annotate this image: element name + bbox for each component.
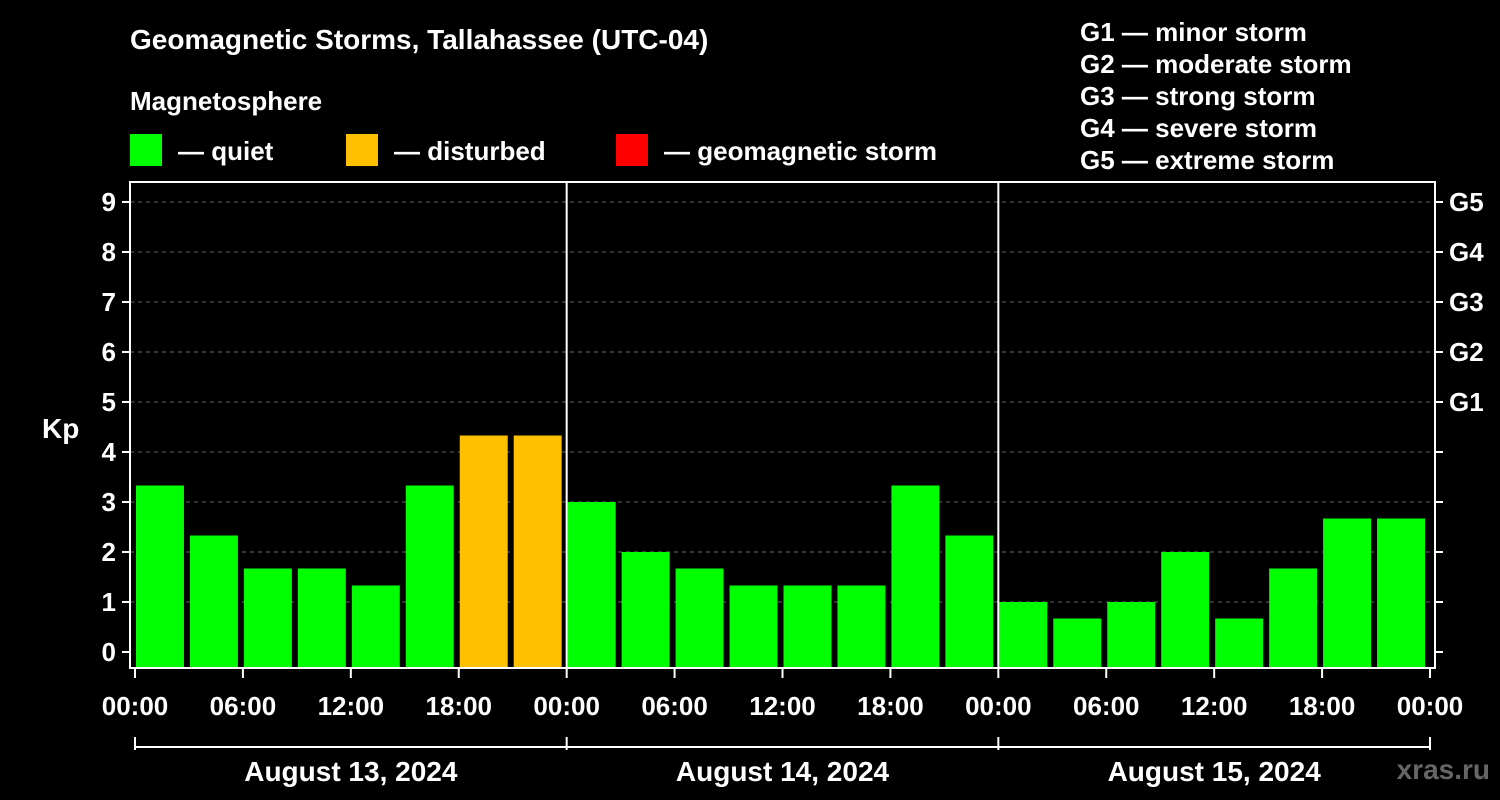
right-axis-label: G4	[1449, 237, 1484, 267]
x-tick-label: 18:00	[857, 691, 924, 721]
x-tick-label: 00:00	[1397, 691, 1464, 721]
kp-bar	[999, 602, 1048, 668]
y-tick-label: 1	[102, 587, 116, 617]
kp-bar	[405, 485, 454, 668]
kp-bar	[136, 485, 184, 668]
kp-bar	[567, 502, 616, 668]
y-tick-label: 4	[102, 437, 117, 467]
y-tick-label: 6	[102, 337, 116, 367]
day-label: August 14, 2024	[676, 756, 890, 787]
x-tick-label: 00:00	[102, 691, 169, 721]
day-label: August 13, 2024	[244, 756, 458, 787]
kp-bar	[837, 585, 886, 668]
legend-storm-label: — geomagnetic storm	[664, 136, 938, 166]
storm-scale-g2: G2 — moderate storm	[1080, 49, 1352, 79]
y-tick-label: 7	[102, 287, 116, 317]
x-tick-label: 00:00	[965, 691, 1032, 721]
storm-scale-g5: G5 — extreme storm	[1080, 145, 1335, 175]
kp-bar	[1107, 602, 1156, 668]
kp-bar	[243, 568, 292, 668]
y-axis-label: Kp	[42, 413, 79, 444]
watermark: xras.ru	[1396, 754, 1490, 785]
x-tick-label: 06:00	[641, 691, 708, 721]
kp-bar	[1269, 568, 1318, 668]
right-axis-label: G2	[1449, 337, 1484, 367]
kp-bar	[1053, 618, 1102, 668]
kp-bar	[351, 585, 400, 668]
right-axis-label: G5	[1449, 187, 1484, 217]
x-tick-label: 00:00	[533, 691, 600, 721]
storm-scale-legend: G1 — minor storm G2 — moderate storm G3 …	[1080, 16, 1352, 176]
kp-bar	[729, 585, 778, 668]
kp-bar	[1323, 518, 1372, 668]
y-tick-label: 2	[102, 537, 116, 567]
kp-bar	[783, 585, 832, 668]
storm-scale-g1: G1 — minor storm	[1080, 17, 1307, 47]
kp-bar	[891, 485, 940, 668]
x-tick-label: 18:00	[426, 691, 493, 721]
kp-bar	[189, 535, 238, 668]
x-tick-label: 18:00	[1289, 691, 1356, 721]
right-axis-label: G1	[1449, 387, 1484, 417]
y-tick-label: 9	[102, 187, 116, 217]
kp-bar	[1161, 552, 1210, 668]
chart-title: Geomagnetic Storms, Tallahassee (UTC-04)	[130, 24, 709, 55]
kp-bar	[621, 552, 670, 668]
kp-bar	[675, 568, 724, 668]
storm-scale-g4: G4 — severe storm	[1080, 113, 1318, 143]
kp-bar	[1377, 518, 1425, 668]
day-label: August 15, 2024	[1108, 756, 1322, 787]
y-tick-label: 8	[102, 237, 116, 267]
x-tick-label: 12:00	[318, 691, 385, 721]
y-tick-label: 0	[102, 637, 116, 667]
storm-scale-g3: G3 — strong storm	[1080, 81, 1316, 111]
kp-bar	[1215, 618, 1264, 668]
kp-bar	[459, 435, 508, 668]
chart-subtitle: Magnetosphere	[130, 86, 323, 116]
legend-quiet-swatch	[130, 134, 162, 166]
legend-storm-swatch	[616, 134, 648, 166]
x-tick-label: 12:00	[749, 691, 816, 721]
x-tick-label: 12:00	[1181, 691, 1248, 721]
y-tick-label: 5	[102, 387, 116, 417]
right-axis-label: G3	[1449, 287, 1484, 317]
legend-disturbed-label: — disturbed	[394, 136, 546, 166]
kp-bar	[297, 568, 346, 668]
legend-disturbed-swatch	[346, 134, 378, 166]
kp-bar	[945, 535, 994, 668]
y-tick-label: 3	[102, 487, 116, 517]
kp-bar	[513, 435, 562, 668]
x-tick-label: 06:00	[210, 691, 277, 721]
legend-quiet-label: — quiet	[178, 136, 274, 166]
x-tick-label: 06:00	[1073, 691, 1140, 721]
